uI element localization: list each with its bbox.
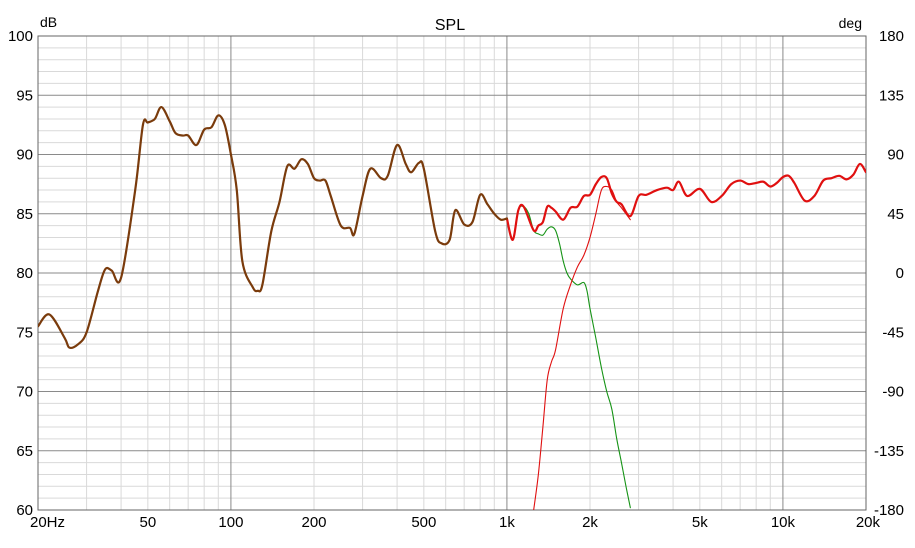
y-axis-unit-left: dB [40, 14, 57, 30]
y-tick-label-left: 70 [16, 384, 33, 401]
x-tick-label: 100 [218, 514, 243, 531]
y-tick-label-left: 85 [16, 206, 33, 223]
y-tick-label-right: -90 [882, 384, 904, 401]
plot-frame [37, 35, 867, 511]
y-tick-labels-right: 180 135 90 45 0 -45 -90 -135 -180 [874, 28, 904, 519]
series-layer [38, 106, 866, 510]
y-axis-unit-right: deg [839, 15, 862, 31]
woofer-response-line [38, 106, 509, 349]
y-tick-label-left: 95 [16, 87, 33, 104]
x-tick-label: 200 [301, 514, 326, 531]
y-tick-label-right: -135 [874, 443, 904, 460]
tweeter-raw-line [533, 185, 631, 510]
x-tick-label: 500 [411, 514, 436, 531]
x-tick-labels: 20Hz 50 100 200 500 1k 2k 5k 10k 20k [30, 514, 880, 531]
woofer-raw-line [506, 205, 631, 509]
x-tick-label: 5k [692, 514, 708, 531]
x-tick-label: 50 [139, 514, 156, 531]
y-tick-label-left: 80 [16, 265, 33, 282]
x-tick-label: 20Hz [30, 514, 65, 531]
y-tick-label-right: 0 [896, 265, 904, 282]
y-tick-label-right: -180 [874, 502, 904, 519]
x-tick-label: 10k [771, 514, 796, 531]
y-tick-label-right: 90 [887, 147, 904, 164]
y-tick-label-right: 135 [879, 87, 904, 104]
x-tick-label: 20k [856, 514, 881, 531]
y-tick-labels-left: 100 95 90 85 80 75 70 65 60 [8, 28, 33, 519]
y-tick-label-right: 45 [887, 206, 904, 223]
chart-title: SPL [435, 17, 465, 34]
y-tick-label-left: 65 [16, 443, 33, 460]
x-tick-label: 2k [582, 514, 598, 531]
x-tick-label: 1k [499, 514, 515, 531]
y-tick-label-left: 90 [16, 147, 33, 164]
y-tick-label-left: 100 [8, 28, 33, 45]
y-tick-label-left: 75 [16, 324, 33, 341]
major-grid [38, 36, 866, 510]
tweeter-response-line [505, 162, 866, 241]
y-tick-label-right: 180 [879, 28, 904, 45]
y-tick-label-right: -45 [882, 324, 904, 341]
y-tick-label-left: 60 [16, 502, 33, 519]
